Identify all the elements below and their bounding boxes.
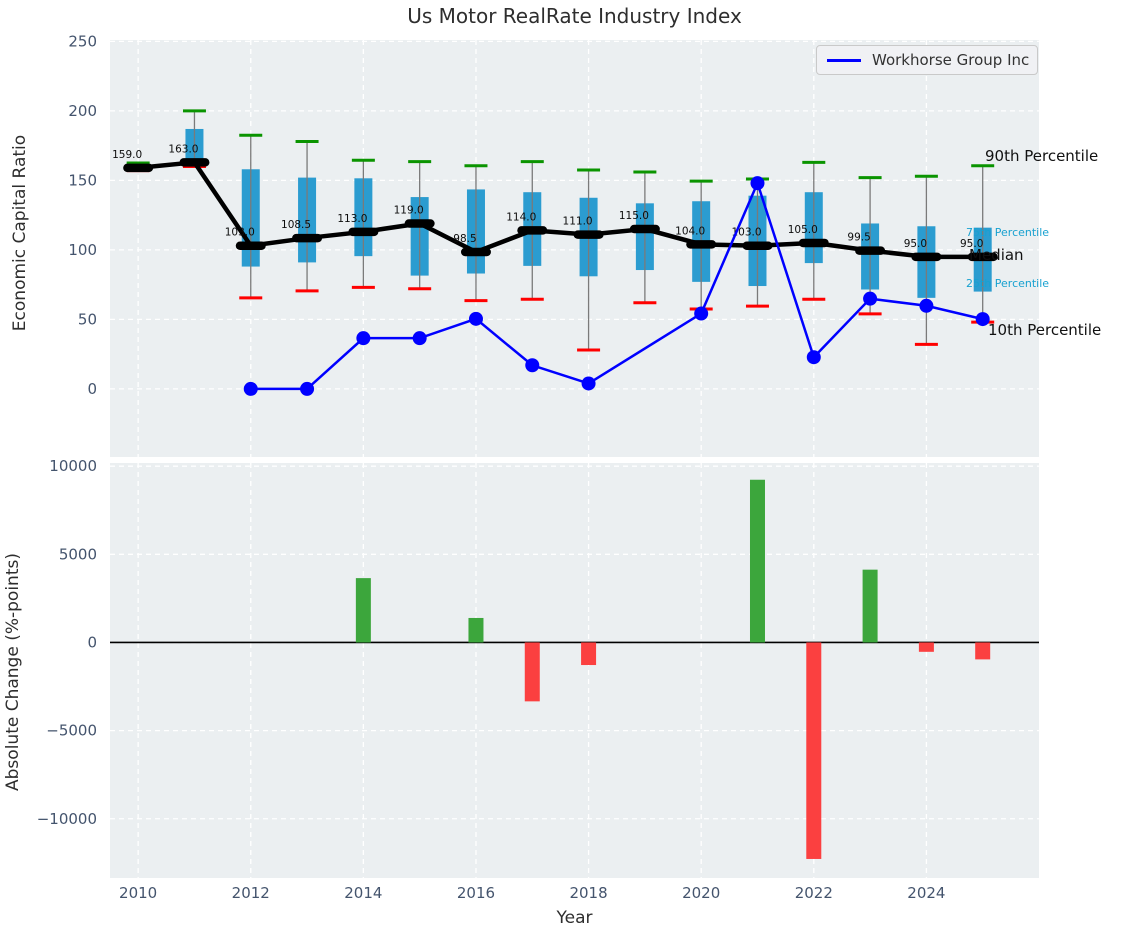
top-y-tick-label: 100 (68, 241, 97, 259)
median-value-label-2025: 95.0 (960, 238, 983, 250)
median-value-label-2010: 159.0 (112, 149, 142, 161)
change-bar-2025 (975, 642, 991, 660)
company-marker-2016 (468, 311, 483, 326)
x-tick-label: 2014 (344, 884, 382, 902)
x-tick-label: 2024 (907, 884, 945, 902)
median-marker-2024 (911, 252, 942, 262)
median-marker-2025 (967, 252, 998, 262)
company-marker-2023 (863, 291, 878, 306)
bottom-y-tick-label: −10000 (37, 810, 97, 828)
bottom-y-tick-label: 10000 (49, 457, 97, 475)
median-value-label-2018: 111.0 (563, 216, 593, 228)
change-bar-2021 (749, 479, 765, 643)
company-marker-2024 (919, 298, 934, 313)
change-bar-2014 (355, 578, 371, 643)
legend-label: Workhorse Group Inc (872, 51, 1030, 69)
x-tick-label: 2012 (232, 884, 270, 902)
median-marker-2012 (235, 241, 266, 250)
company-marker-2018 (581, 376, 596, 391)
median-value-label-2019: 115.0 (619, 210, 649, 222)
median-value-label-2015: 119.0 (394, 204, 424, 216)
x-tick-label: 2010 (119, 884, 157, 902)
median-marker-2011 (179, 158, 210, 167)
legend-line-sample (827, 58, 861, 62)
median-marker-2010 (123, 163, 154, 173)
change-bar-2024 (918, 642, 934, 652)
company-marker-2012 (243, 381, 258, 396)
median-marker-2022 (798, 238, 829, 248)
x-tick-label: 2018 (569, 884, 607, 902)
company-marker-2021 (750, 176, 765, 191)
change-bar-2016 (468, 617, 484, 643)
annotation-75th-percentile: 75th Percentile (966, 226, 1050, 239)
median-marker-2023 (855, 246, 886, 255)
median-value-label-2022: 105.0 (788, 224, 818, 236)
change-bar-2017 (524, 642, 540, 702)
bottom-axes-background (110, 463, 1039, 878)
top-y-axis-label: Economic Capital Ratio (10, 134, 30, 332)
median-value-label-2020: 104.0 (675, 225, 705, 237)
company-marker-2020 (694, 306, 709, 321)
top-y-tick-label: 250 (68, 32, 97, 50)
median-line (137, 159, 983, 260)
median-value-label-2017: 114.0 (506, 211, 536, 223)
median-value-label-2013: 108.5 (281, 219, 311, 231)
median-marker-2015 (404, 219, 435, 228)
company-marker-2025 (975, 312, 990, 327)
x-tick-label: 2016 (457, 884, 495, 902)
top-y-tick-label: 150 (68, 171, 97, 189)
median-value-label-2024: 95.0 (904, 238, 927, 250)
median-marker-2020 (686, 240, 717, 249)
median-marker-2019 (629, 224, 660, 234)
x-axis-label: Year (556, 908, 593, 928)
median-marker-2021 (742, 241, 773, 250)
top-y-tick-label: 0 (87, 380, 97, 398)
median-value-label-2023: 99.5 (847, 232, 870, 244)
annotation-90th-percentile: 90th Percentile (985, 147, 1099, 165)
x-tick-label: 2020 (682, 884, 720, 902)
company-marker-2015 (412, 331, 427, 346)
bottom-y-tick-label: 5000 (59, 545, 97, 563)
annotation-median: Median (969, 246, 1024, 264)
change-bar-2022 (806, 642, 822, 859)
median-value-label-2012: 103.0 (225, 227, 255, 239)
change-bar-2018 (581, 642, 597, 666)
median-marker-2014 (348, 227, 379, 237)
company-marker-2013 (300, 381, 315, 396)
median-value-label-2016: 98.5 (453, 233, 476, 245)
median-value-label-2011: 163.0 (168, 143, 198, 155)
chart-title: Us Motor RealRate Industry Index (407, 4, 742, 28)
bottom-y-tick-label: 0 (87, 633, 97, 651)
top-y-tick-label: 200 (68, 102, 97, 120)
annotation-10th-percentile: 10th Percentile (988, 321, 1102, 339)
median-marker-2013 (292, 233, 323, 243)
bottom-y-tick-label: −5000 (46, 722, 97, 740)
bottom-y-axis-label: Absolute Change (%-points) (3, 553, 23, 791)
median-marker-2016 (460, 247, 491, 257)
x-tick-label: 2022 (795, 884, 833, 902)
change-bar-2023 (862, 569, 878, 643)
median-marker-2018 (573, 230, 604, 239)
annotation-25th-percentile: 25th Percentile (966, 277, 1050, 290)
top-y-tick-label: 50 (78, 310, 97, 328)
median-marker-2017 (517, 226, 548, 235)
company-marker-2014 (356, 331, 371, 346)
median-value-label-2014: 113.0 (337, 213, 367, 225)
median-value-label-2021: 103.0 (731, 227, 761, 239)
company-marker-2022 (806, 350, 821, 365)
legend: Workhorse Group Inc (816, 45, 1038, 75)
company-marker-2017 (525, 358, 540, 373)
